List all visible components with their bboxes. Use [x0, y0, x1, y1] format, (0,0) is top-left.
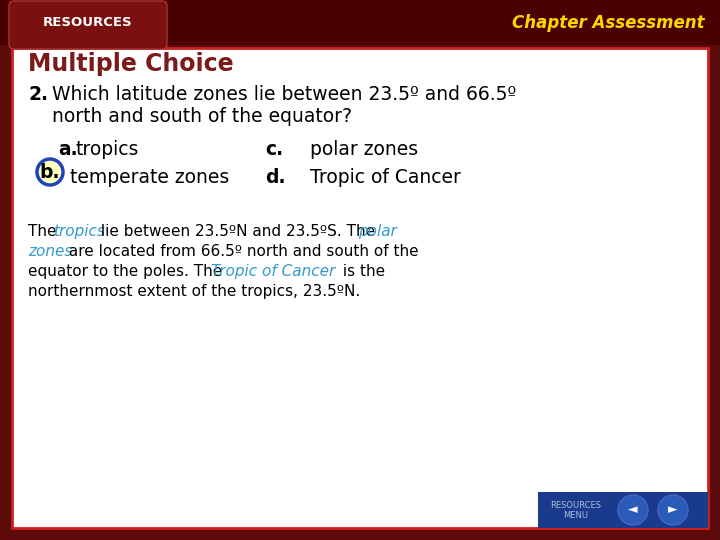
Text: tropics: tropics: [53, 224, 105, 239]
Text: Chapter Assessment: Chapter Assessment: [513, 14, 705, 32]
Text: RESOURCES: RESOURCES: [43, 17, 132, 30]
Text: MENU: MENU: [564, 510, 588, 519]
Circle shape: [618, 495, 648, 525]
Text: b.: b.: [40, 163, 60, 181]
FancyBboxPatch shape: [9, 1, 167, 49]
Text: are located from 66.5º north and south of the: are located from 66.5º north and south o…: [64, 244, 418, 259]
FancyBboxPatch shape: [0, 0, 720, 45]
Text: a.: a.: [58, 140, 78, 159]
Text: polar: polar: [358, 224, 397, 239]
Text: is the: is the: [338, 264, 385, 279]
Text: 2.: 2.: [28, 85, 48, 104]
Circle shape: [37, 159, 63, 185]
Text: Which latitude zones lie between 23.5º and 66.5º: Which latitude zones lie between 23.5º a…: [52, 85, 516, 104]
FancyBboxPatch shape: [12, 48, 708, 528]
Text: ◄: ◄: [628, 503, 638, 516]
Text: lie between 23.5ºN and 23.5ºS. The: lie between 23.5ºN and 23.5ºS. The: [96, 224, 380, 239]
Text: tropics: tropics: [76, 140, 140, 159]
Text: equator to the poles. The: equator to the poles. The: [28, 264, 227, 279]
Text: north and south of the equator?: north and south of the equator?: [52, 107, 352, 126]
Text: c.: c.: [265, 140, 283, 159]
Text: polar zones: polar zones: [310, 140, 418, 159]
Text: d.: d.: [265, 168, 286, 187]
Text: northernmost extent of the tropics, 23.5ºN.: northernmost extent of the tropics, 23.5…: [28, 284, 360, 299]
Text: RESOURCES: RESOURCES: [551, 502, 601, 510]
Circle shape: [658, 495, 688, 525]
Text: Multiple Choice: Multiple Choice: [28, 52, 233, 76]
Text: zones: zones: [28, 244, 73, 259]
Text: temperate zones: temperate zones: [70, 168, 229, 187]
Text: ►: ►: [668, 503, 678, 516]
Text: Tropic of Cancer: Tropic of Cancer: [310, 168, 461, 187]
Text: Tropic of Cancer: Tropic of Cancer: [211, 264, 336, 279]
Text: The: The: [28, 224, 61, 239]
FancyBboxPatch shape: [538, 492, 708, 528]
